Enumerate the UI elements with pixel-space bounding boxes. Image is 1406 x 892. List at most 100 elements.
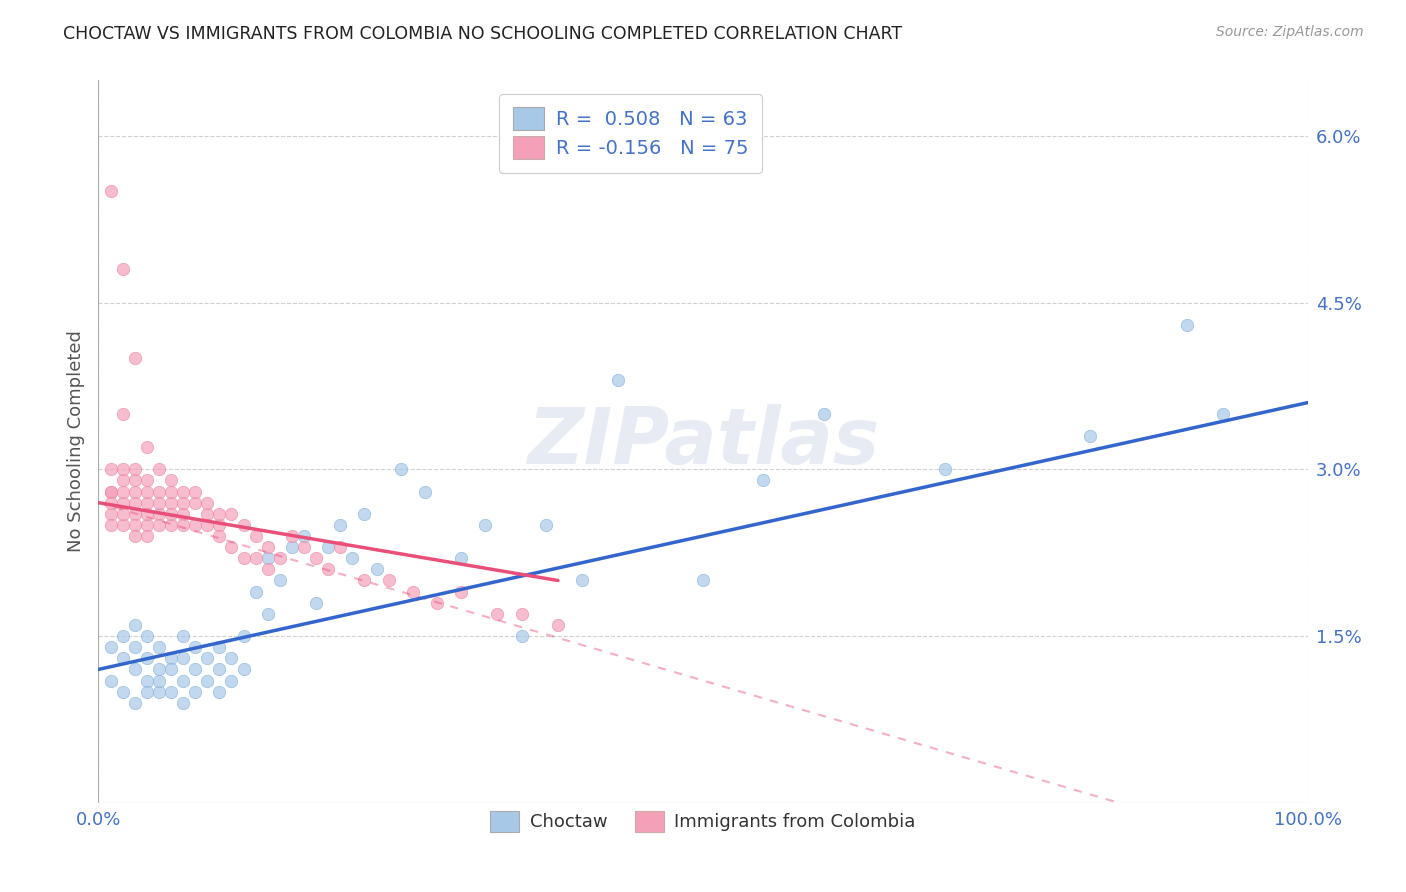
- Point: [184, 684, 207, 698]
- Point: [195, 651, 218, 665]
- Point: [148, 517, 170, 532]
- Point: [172, 507, 194, 521]
- Point: [124, 351, 146, 366]
- Point: [148, 462, 170, 476]
- Point: [172, 517, 194, 532]
- Point: [195, 507, 218, 521]
- Point: [329, 517, 352, 532]
- Point: [100, 185, 122, 199]
- Point: [172, 484, 194, 499]
- Text: CHOCTAW VS IMMIGRANTS FROM COLOMBIA NO SCHOOLING COMPLETED CORRELATION CHART: CHOCTAW VS IMMIGRANTS FROM COLOMBIA NO S…: [63, 25, 903, 43]
- Text: ZIPatlas: ZIPatlas: [527, 403, 879, 480]
- Point: [124, 662, 146, 676]
- Point: [111, 507, 134, 521]
- Point: [184, 517, 207, 532]
- Point: [305, 551, 328, 566]
- Point: [281, 540, 304, 554]
- Point: [124, 640, 146, 655]
- Point: [160, 662, 183, 676]
- Point: [450, 551, 472, 566]
- Point: [124, 462, 146, 476]
- Point: [135, 484, 157, 499]
- Point: [148, 640, 170, 655]
- Point: [100, 496, 122, 510]
- Point: [245, 584, 267, 599]
- Point: [124, 517, 146, 532]
- Point: [100, 673, 122, 688]
- Point: [111, 262, 134, 277]
- Point: [245, 529, 267, 543]
- Point: [172, 673, 194, 688]
- Point: [148, 673, 170, 688]
- Point: [195, 496, 218, 510]
- Point: [100, 517, 122, 532]
- Point: [172, 651, 194, 665]
- Point: [221, 651, 243, 665]
- Point: [607, 373, 630, 387]
- Point: [148, 496, 170, 510]
- Point: [232, 517, 254, 532]
- Point: [389, 462, 412, 476]
- Point: [195, 517, 218, 532]
- Point: [160, 484, 183, 499]
- Point: [148, 662, 170, 676]
- Point: [184, 496, 207, 510]
- Point: [1212, 407, 1234, 421]
- Point: [100, 484, 122, 499]
- Point: [111, 484, 134, 499]
- Point: [329, 540, 352, 554]
- Point: [111, 496, 134, 510]
- Point: [813, 407, 835, 421]
- Point: [221, 507, 243, 521]
- Point: [547, 618, 569, 632]
- Point: [292, 540, 315, 554]
- Point: [172, 696, 194, 710]
- Point: [111, 474, 134, 488]
- Point: [124, 474, 146, 488]
- Point: [413, 484, 436, 499]
- Point: [256, 607, 278, 621]
- Point: [1175, 318, 1198, 332]
- Point: [486, 607, 509, 621]
- Point: [100, 462, 122, 476]
- Point: [221, 540, 243, 554]
- Point: [208, 662, 231, 676]
- Point: [377, 574, 399, 588]
- Point: [160, 474, 183, 488]
- Point: [256, 551, 278, 566]
- Point: [172, 629, 194, 643]
- Point: [184, 484, 207, 499]
- Point: [135, 496, 157, 510]
- Point: [160, 507, 183, 521]
- Point: [342, 551, 364, 566]
- Point: [160, 651, 183, 665]
- Point: [450, 584, 472, 599]
- Point: [124, 484, 146, 499]
- Point: [135, 474, 157, 488]
- Point: [232, 551, 254, 566]
- Point: [256, 562, 278, 576]
- Point: [135, 684, 157, 698]
- Point: [160, 684, 183, 698]
- Point: [571, 574, 593, 588]
- Point: [135, 529, 157, 543]
- Point: [100, 484, 122, 499]
- Y-axis label: No Schooling Completed: No Schooling Completed: [66, 331, 84, 552]
- Point: [208, 529, 231, 543]
- Point: [111, 651, 134, 665]
- Point: [232, 662, 254, 676]
- Point: [124, 618, 146, 632]
- Point: [111, 517, 134, 532]
- Point: [269, 574, 291, 588]
- Point: [208, 684, 231, 698]
- Point: [510, 607, 533, 621]
- Point: [256, 540, 278, 554]
- Point: [160, 517, 183, 532]
- Point: [135, 507, 157, 521]
- Point: [534, 517, 557, 532]
- Point: [232, 629, 254, 643]
- Point: [402, 584, 425, 599]
- Point: [292, 529, 315, 543]
- Point: [148, 507, 170, 521]
- Point: [148, 684, 170, 698]
